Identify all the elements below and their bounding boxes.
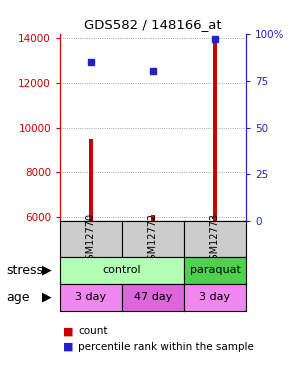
Text: ■: ■ — [63, 327, 74, 336]
Text: percentile rank within the sample: percentile rank within the sample — [78, 342, 254, 351]
Bar — [151, 214, 155, 221]
Text: stress: stress — [6, 264, 43, 277]
Text: control: control — [103, 266, 141, 275]
Text: GSM12773: GSM12773 — [210, 213, 220, 266]
Text: age: age — [6, 291, 29, 304]
Text: 47 day: 47 day — [134, 292, 172, 302]
Text: ▶: ▶ — [42, 291, 51, 304]
Text: count: count — [78, 327, 107, 336]
Text: 3 day: 3 day — [200, 292, 231, 302]
Text: GSM12770: GSM12770 — [86, 213, 96, 266]
Title: GDS582 / 148166_at: GDS582 / 148166_at — [84, 18, 222, 31]
Text: ■: ■ — [63, 342, 74, 351]
Text: paraquat: paraquat — [190, 266, 240, 275]
Text: 3 day: 3 day — [75, 292, 106, 302]
Text: GSM12772: GSM12772 — [148, 213, 158, 266]
Bar — [89, 139, 93, 221]
Bar — [213, 38, 217, 221]
Text: ▶: ▶ — [42, 264, 51, 277]
